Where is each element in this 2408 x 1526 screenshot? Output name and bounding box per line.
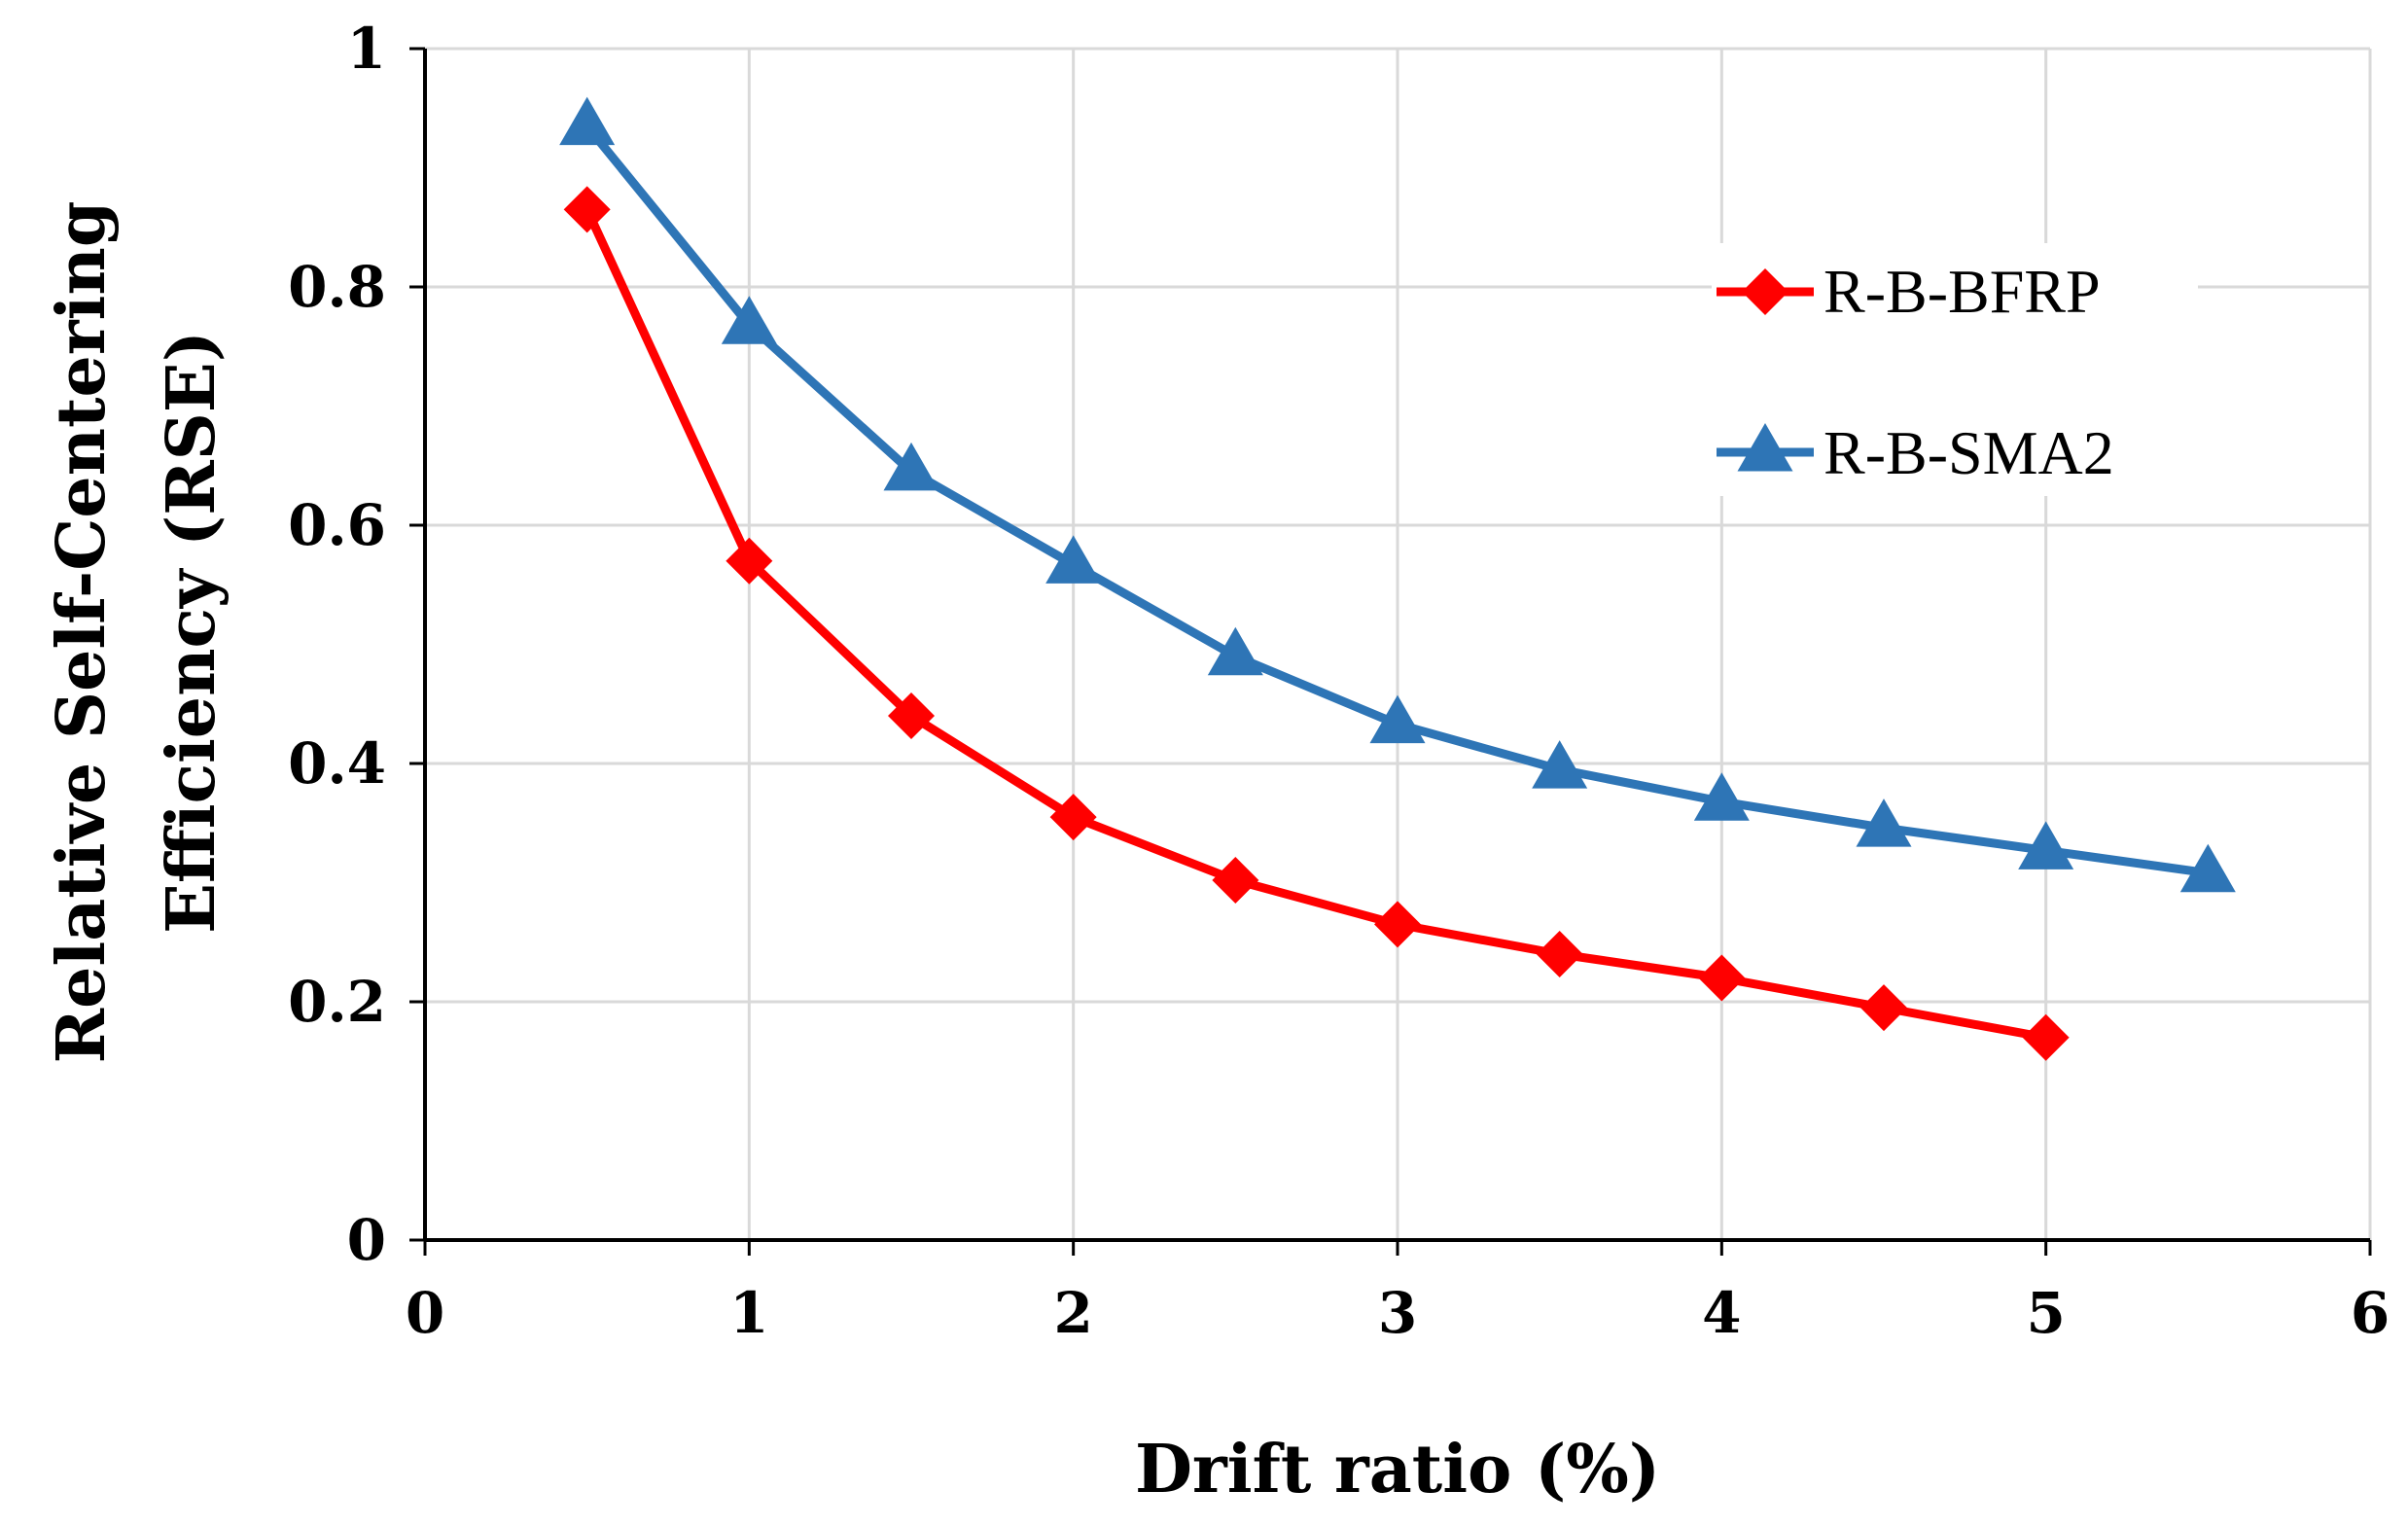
- x-axis-title: Drift ratio (%): [1135, 1431, 1660, 1508]
- y-tick-label: 0.2: [288, 969, 386, 1035]
- data-point-r-b-bfrp: [1374, 901, 1421, 948]
- x-tick-label: 4: [1702, 1280, 1741, 1346]
- y-tick-label: 0.8: [288, 254, 386, 320]
- axes-layer: 0 0.2 0.4 0.6 0.8 1 0 1 2 3 4 5 6: [288, 16, 2390, 1346]
- legend-label-r-b-sma2: R-B-SMA2: [1824, 418, 2114, 487]
- labels-layer: Drift ratio (%) Relative Self-Centering …: [43, 201, 1660, 1508]
- y-tick-label: 0.4: [288, 730, 386, 797]
- y-axis-title-line2: Efficiency (RSE): [153, 331, 230, 934]
- series-layer: [559, 96, 2236, 1061]
- data-point-r-b-sma2: [721, 296, 777, 344]
- legend-label-r-b-bfrp: R-B-BFRP: [1824, 257, 2101, 326]
- data-point-r-b-sma2: [1369, 694, 1426, 744]
- x-tick-label: 0: [406, 1280, 444, 1346]
- data-point-r-b-sma2: [1856, 798, 1912, 847]
- data-point-r-b-sma2: [1532, 740, 1588, 789]
- data-point-r-b-bfrp: [563, 186, 611, 233]
- data-point-r-b-sma2: [1207, 626, 1263, 676]
- data-point-r-b-bfrp: [1049, 794, 1097, 841]
- data-point-r-b-bfrp: [1536, 931, 1583, 977]
- legend-marker-triangle: [1737, 423, 1793, 472]
- data-point-r-b-sma2: [559, 96, 616, 146]
- data-point-r-b-sma2: [2179, 843, 2236, 893]
- data-point-r-b-sma2: [1693, 772, 1750, 821]
- data-point-r-b-bfrp: [888, 692, 935, 739]
- data-point-r-b-sma2: [883, 442, 939, 491]
- y-tick-label: 0: [347, 1207, 386, 1273]
- grid-layer: [425, 47, 2372, 1240]
- data-point-r-b-bfrp: [1698, 954, 1746, 1002]
- y-axis-title-line1: Relative Self-Centering: [43, 201, 121, 1064]
- data-point-r-b-bfrp: [2022, 1013, 2070, 1061]
- data-point-r-b-bfrp: [1860, 984, 1907, 1032]
- data-point-r-b-bfrp: [726, 537, 773, 585]
- y-tick-label: 1: [347, 16, 386, 82]
- y-tick-label: 0.6: [288, 492, 386, 558]
- x-tick-label: 5: [2026, 1280, 2065, 1346]
- legend: R-B-BFRP R-B-SMA2: [1712, 243, 2198, 496]
- x-tick-label: 2: [1053, 1280, 1092, 1346]
- data-point-r-b-bfrp: [1212, 857, 1259, 905]
- x-tick-label: 1: [729, 1280, 768, 1346]
- series-line-r-b-bfrp: [583, 204, 2051, 1043]
- legend-marker-diamond: [1742, 268, 1788, 315]
- x-tick-label: 6: [2351, 1280, 2390, 1346]
- data-point-r-b-sma2: [1045, 535, 1102, 584]
- x-tick-label: 3: [1378, 1280, 1417, 1346]
- data-point-r-b-sma2: [2018, 821, 2074, 869]
